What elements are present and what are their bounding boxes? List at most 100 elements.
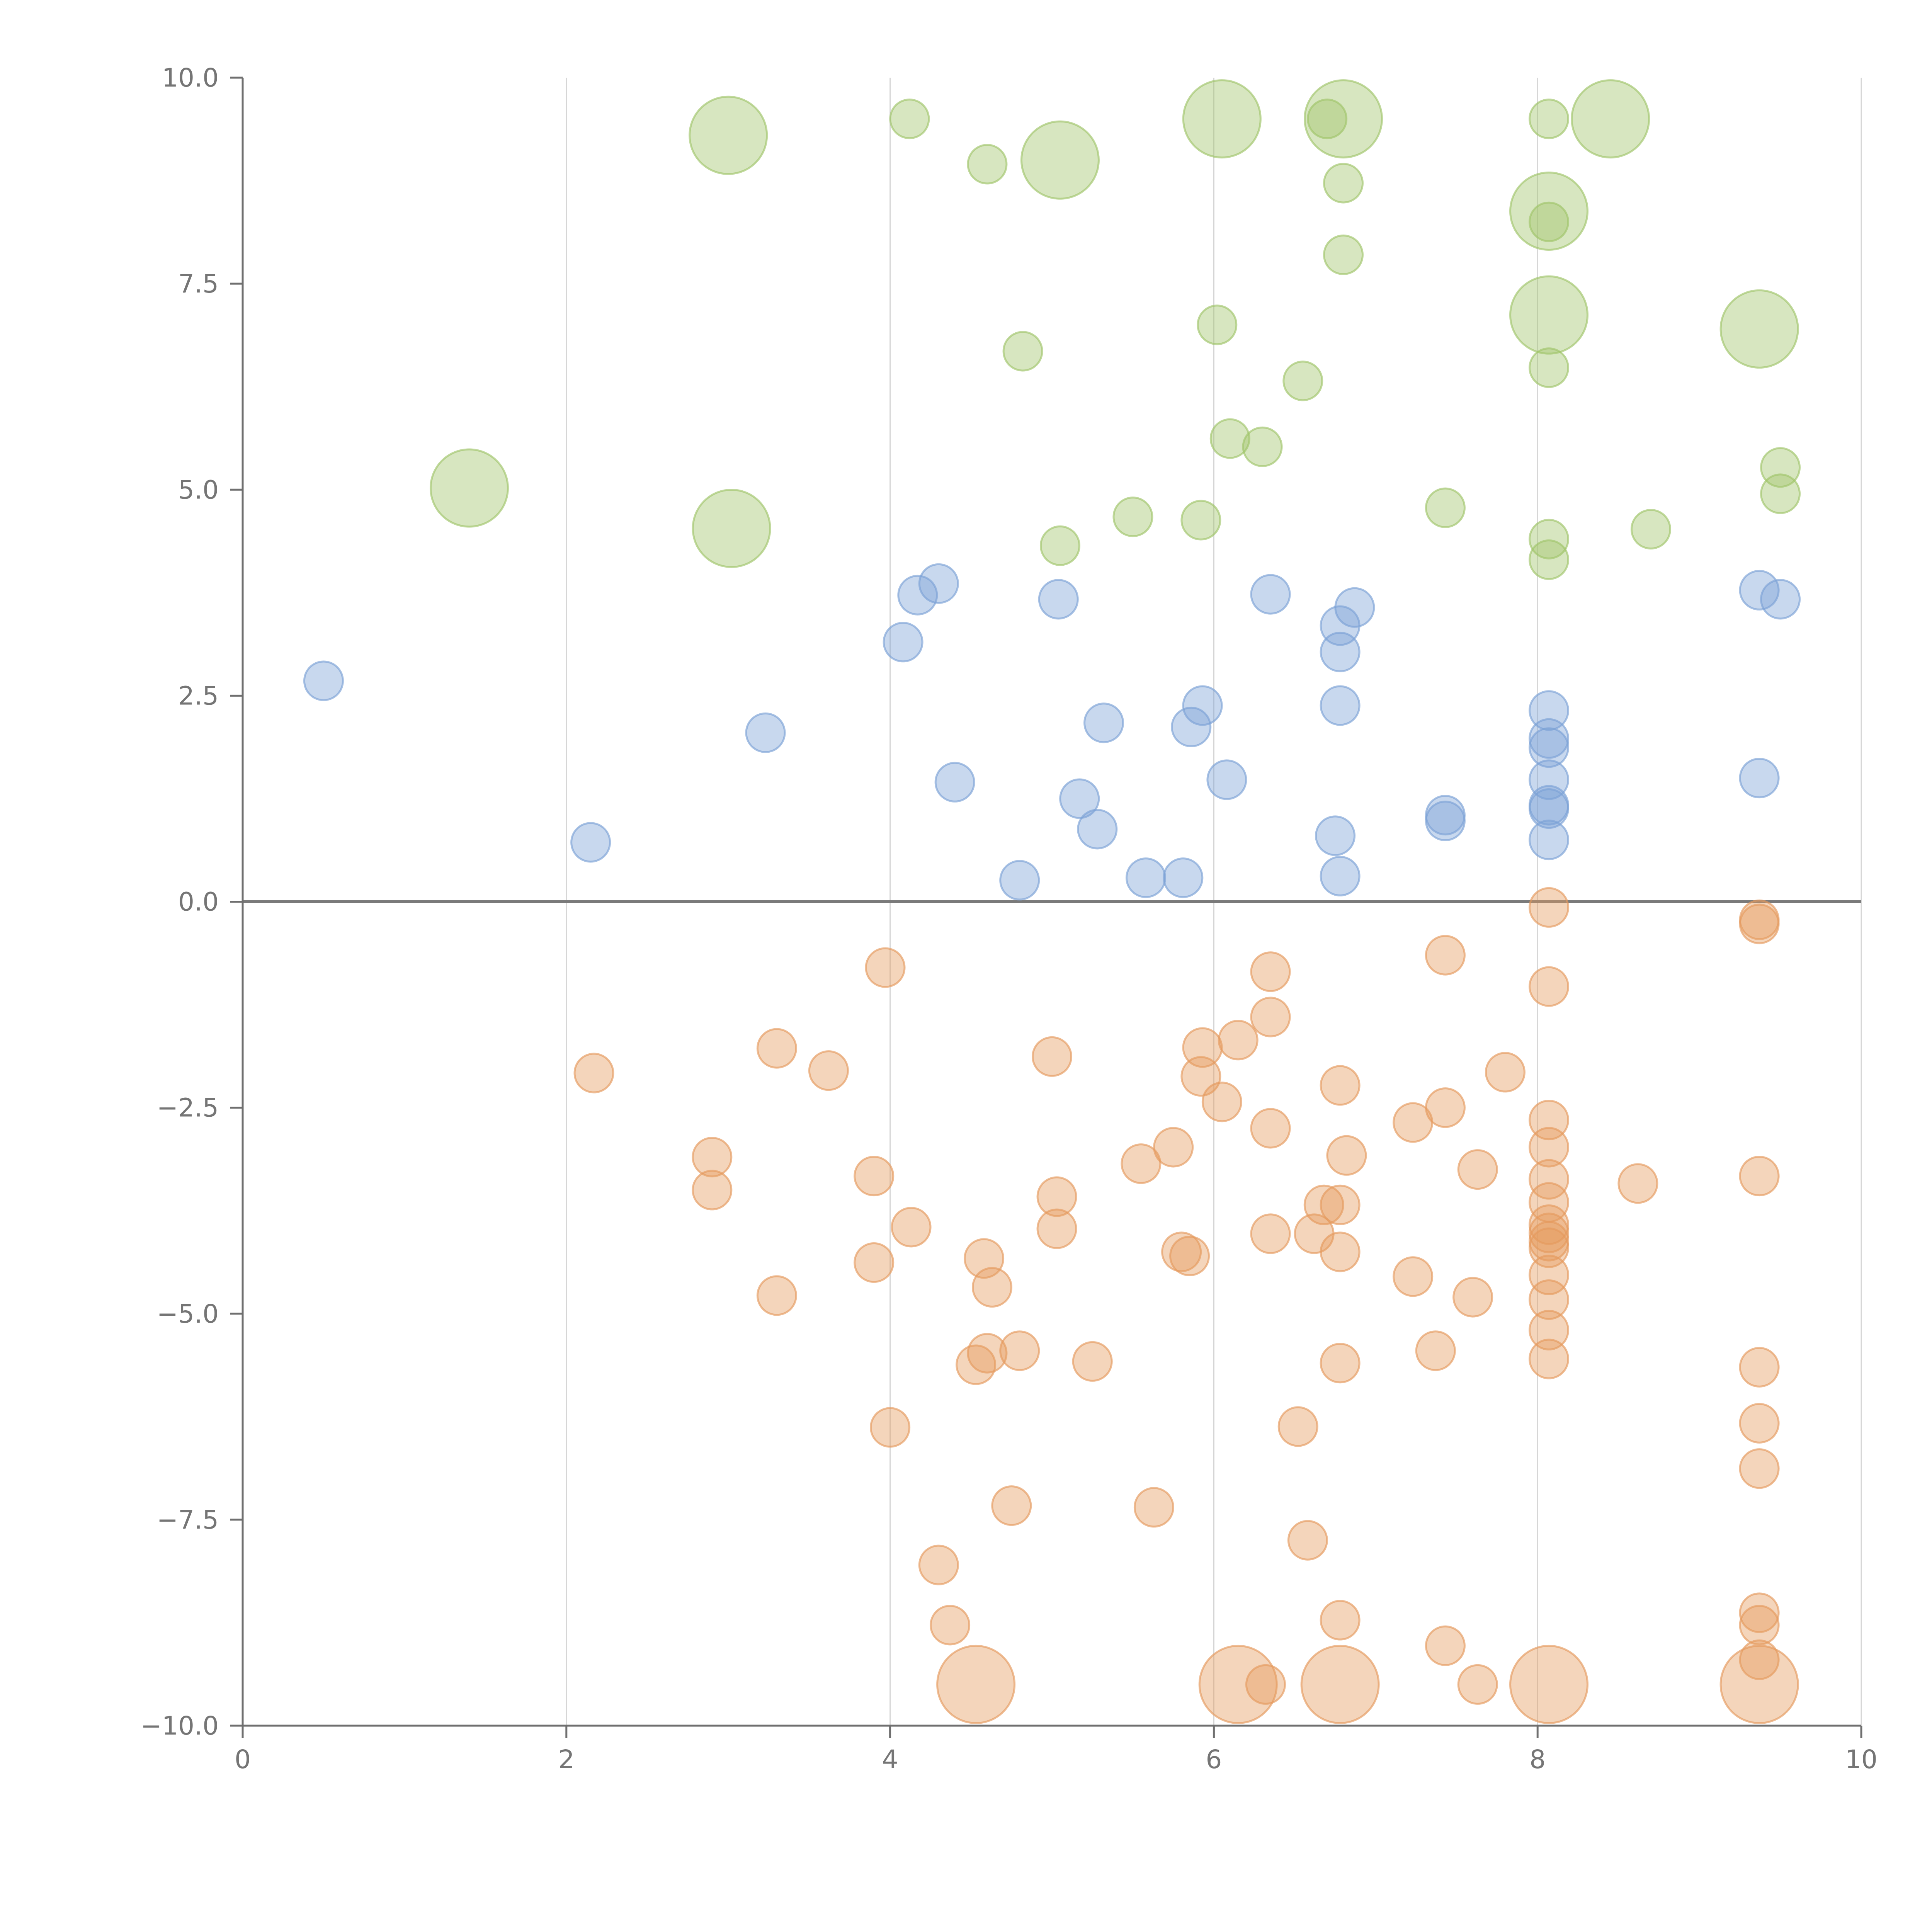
data-point xyxy=(1529,1338,1570,1379)
data-point xyxy=(692,488,771,568)
data-point xyxy=(1320,1343,1361,1384)
data-point xyxy=(1320,1065,1361,1106)
data-point xyxy=(1282,361,1323,401)
data-point xyxy=(967,144,1008,185)
data-point xyxy=(1020,120,1100,200)
data-point xyxy=(1198,1645,1278,1724)
data-point xyxy=(934,762,975,803)
data-point xyxy=(1760,579,1801,620)
data-point xyxy=(1077,809,1118,850)
data-point xyxy=(1300,1645,1380,1724)
data-point xyxy=(1036,1176,1077,1217)
data-point xyxy=(1209,418,1250,459)
data-point xyxy=(1529,519,1570,560)
data-point xyxy=(1529,1255,1570,1296)
data-point xyxy=(1509,275,1589,355)
data-point xyxy=(1452,1277,1493,1318)
data-point xyxy=(1182,79,1262,159)
data-point xyxy=(1457,1664,1498,1705)
data-point xyxy=(918,563,959,604)
data-point xyxy=(1038,579,1079,620)
x-tick-label: 8 xyxy=(1529,1745,1546,1774)
data-point xyxy=(1739,570,1780,611)
y-tick-label: −7.5 xyxy=(157,1505,219,1535)
data-point xyxy=(1112,497,1153,537)
data-point xyxy=(756,1028,797,1069)
data-point xyxy=(1250,574,1291,615)
data-point xyxy=(1529,887,1570,928)
y-tick-label: 7.5 xyxy=(178,269,219,299)
data-point xyxy=(1739,1347,1780,1388)
data-point xyxy=(1032,1036,1072,1077)
data-point xyxy=(1323,234,1364,275)
data-point xyxy=(1250,1108,1291,1149)
data-point xyxy=(692,1170,733,1211)
data-point xyxy=(1425,935,1466,976)
data-point xyxy=(1425,1625,1466,1666)
data-point xyxy=(1277,1406,1318,1447)
data-point xyxy=(1304,79,1383,159)
data-point xyxy=(1125,857,1166,898)
series-blue xyxy=(303,563,1801,901)
data-point xyxy=(1719,1645,1799,1724)
data-point xyxy=(756,1275,797,1316)
data-point xyxy=(918,1544,959,1585)
data-point xyxy=(930,1605,971,1646)
x-tick-label: 4 xyxy=(882,1745,898,1774)
data-point xyxy=(1739,903,1780,944)
data-point xyxy=(999,1330,1040,1371)
data-point xyxy=(1529,1204,1570,1245)
data-point xyxy=(1739,1156,1780,1197)
data-point xyxy=(570,822,611,863)
data-point xyxy=(1242,426,1283,467)
data-point xyxy=(1529,718,1570,759)
x-tick-label: 6 xyxy=(1206,1745,1222,1774)
data-point xyxy=(1039,525,1080,566)
y-tick-label: −2.5 xyxy=(157,1093,219,1123)
data-point xyxy=(883,622,923,663)
data-point xyxy=(1320,631,1361,672)
data-point xyxy=(689,95,768,175)
data-point xyxy=(1529,966,1570,1007)
x-tick-label: 10 xyxy=(1845,1745,1878,1774)
data-point xyxy=(1036,1208,1077,1249)
data-point xyxy=(1169,1235,1210,1276)
data-point xyxy=(1529,99,1570,139)
ticks-layer: 0 2 4 6 8 10 10.0 7.5 5.0 2.5 0.0 −2.5 −5.0 −7.5 −10.0 xyxy=(141,63,1878,1774)
data-point xyxy=(1425,801,1466,842)
data-point xyxy=(870,1407,911,1448)
data-point xyxy=(1163,857,1204,898)
points-layer xyxy=(303,79,1801,1724)
data-point xyxy=(1334,587,1375,628)
data-point xyxy=(1287,1520,1328,1561)
data-point xyxy=(1571,79,1650,159)
data-point xyxy=(1529,727,1570,768)
data-point xyxy=(1206,759,1247,800)
data-point xyxy=(1121,1143,1162,1184)
y-tick-label: 5.0 xyxy=(178,475,219,505)
data-point xyxy=(1250,997,1291,1037)
data-point xyxy=(1182,1027,1223,1068)
data-point xyxy=(1153,1127,1194,1168)
y-tick-label: −5.0 xyxy=(157,1299,219,1329)
data-point xyxy=(1739,1592,1780,1633)
y-tick-label: 0.0 xyxy=(178,887,219,917)
data-point xyxy=(891,1207,932,1248)
data-point xyxy=(1197,304,1238,345)
data-point xyxy=(1072,1341,1113,1382)
data-point xyxy=(1529,1159,1570,1200)
data-point xyxy=(1739,758,1780,799)
data-point xyxy=(1739,1605,1780,1646)
data-point xyxy=(1529,347,1570,388)
data-point xyxy=(1059,778,1100,819)
data-point xyxy=(1630,509,1671,550)
data-point xyxy=(303,660,344,701)
data-point xyxy=(1307,99,1348,139)
data-point xyxy=(1182,685,1223,726)
data-point xyxy=(1617,1163,1658,1204)
y-tick-label: −10.0 xyxy=(141,1711,219,1741)
data-point xyxy=(1529,1213,1570,1253)
y-tick-label: 10.0 xyxy=(162,63,219,93)
x-tick-label: 0 xyxy=(235,1745,251,1774)
